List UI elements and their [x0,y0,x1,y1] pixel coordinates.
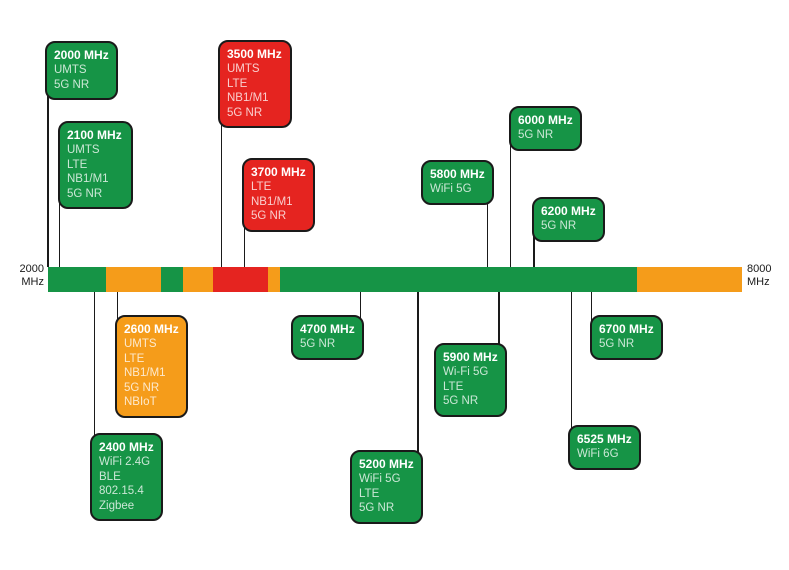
callout-title-4700: 4700 MHz [300,322,355,336]
callout-tech-label: NB1/M1 [124,367,166,379]
leader-line-2000 [47,56,49,267]
callout-5800: 5800 MHz WiFi 5G [421,160,494,205]
callout-title-2100: 2100 MHz [67,128,122,142]
axis-end-value: 8000 [747,263,772,275]
axis-start-label: 2000 MHz [10,263,44,289]
callout-tech-label: WiFi 6G [577,448,619,460]
callout-tech-label: NB1/M1 [251,195,293,208]
axis-start-value: 2000 [19,263,44,275]
callout-6525: 6525 MHz WiFi 6G [568,425,641,470]
callout-title-3700: 3700 MHz [251,165,306,179]
callout-3500: 3500 MHz UMTS LTE NB1/M1 5G NR [218,40,292,128]
callout-tech-label: 5G NR [227,106,263,119]
callout-title-3500: 3500 MHz [227,47,282,61]
callout-title-2600: 2600 MHz [124,322,179,336]
leader-line-5900 [498,292,500,358]
spectrum-segment-orange-7090 [636,267,742,292]
callout-tech-label: UMTS [227,63,260,75]
callout-tech-label: WiFi 2.4G [99,456,151,468]
callout-tech-label: Wi-Fi 5G [443,366,489,378]
callout-tech-label: 5G NR [67,187,103,200]
callout-title-2400: 2400 MHz [99,440,154,454]
callout-6000: 6000 MHz 5G NR [509,106,582,151]
leader-line-6700 [590,292,593,330]
spectrum-segment-red-3425 [212,267,269,292]
callout-tech-label: NBIoT [124,396,157,408]
callout-tech-label: LTE [227,77,248,90]
spectrum-segment-orange-2505 [106,267,161,292]
callout-title-6200: 6200 MHz [541,204,596,218]
leader-line-5200 [417,292,419,465]
callout-tech-label: NB1/M1 [67,173,109,185]
callout-tech-label: Zigbee [99,499,135,512]
leader-line-2400 [93,292,96,448]
callout-tech-label: WiFi 5G [359,473,401,485]
callout-title-5800: 5800 MHz [430,167,485,181]
callout-tech-label: BLE [99,470,121,483]
callout-tech-label: LTE [443,380,464,393]
callout-tech-label: 5G NR [599,338,635,350]
callout-tech-label: UMTS [124,338,157,350]
callout-tech-label: 5G NR [518,129,554,141]
callout-2100: 2100 MHz UMTS LTE NB1/M1 5G NR [58,121,133,209]
leader-line-6525 [570,292,573,440]
axis-start-unit: MHz [21,276,44,288]
callout-tech-label: NB1/M1 [227,92,269,104]
callout-title-6700: 6700 MHz [599,322,654,336]
callout-tech-label: 5G NR [124,381,160,394]
leader-line-3500 [220,55,223,267]
spectrum-bar [48,267,742,292]
callout-6700: 6700 MHz 5G NR [590,315,663,360]
callout-2000: 2000 MHz UMTS 5G NR [45,41,118,100]
leader-line-4700 [359,292,362,330]
callout-title-5900: 5900 MHz [443,350,498,364]
callout-title-5200: 5200 MHz [359,457,414,471]
callout-title-6000: 6000 MHz [518,113,573,127]
spectrum-segment-orange-3165 [182,267,213,292]
callout-tech-label: 5G NR [54,78,90,91]
axis-end-label: 8000 MHz [747,263,787,289]
callout-5900: 5900 MHz Wi-Fi 5G LTE 5G NR [434,343,507,417]
callout-tech-label: 5G NR [359,502,395,514]
spectrum-segment-green-4005 [279,267,637,292]
spectrum-segment-orange-3905 [268,267,280,292]
callout-title-6525: 6525 MHz [577,432,632,446]
callout-tech-label: LTE [67,158,88,171]
callout-4700: 4700 MHz 5G NR [291,315,364,360]
spectrum-segment-green-2000 [48,267,107,292]
callout-5200: 5200 MHz WiFi 5G LTE 5G NR [350,450,423,524]
callout-tech-label: 802.15.4 [99,485,144,497]
callout-tech-label: 5G NR [541,220,577,232]
callout-tech-label: LTE [251,181,272,193]
callout-tech-label: WiFi 5G [430,183,472,195]
callout-2400: 2400 MHz WiFi 2.4G BLE 802.15.4 Zigbee [90,433,163,521]
callout-tech-label: LTE [359,487,380,500]
callout-tech-label: UMTS [54,64,87,76]
callout-3700: 3700 MHz LTE NB1/M1 5G NR [242,158,315,232]
callout-tech-label: LTE [124,352,145,365]
callout-2600: 2600 MHz UMTS LTE NB1/M1 5G NR NBIoT [115,315,188,418]
callout-tech-label: UMTS [67,144,100,156]
leader-line-6200 [533,212,535,267]
leader-line-2600 [116,292,119,330]
callout-tech-label: 5G NR [443,395,479,407]
callout-6200: 6200 MHz 5G NR [532,197,605,242]
callout-tech-label: 5G NR [251,210,287,222]
callout-title-2000: 2000 MHz [54,48,109,62]
leader-line-6000 [509,121,512,267]
axis-end-unit: MHz [747,276,770,288]
spectrum-segment-green-2975 [160,267,183,292]
leader-line-5800 [486,175,489,267]
callout-tech-label: 5G NR [300,338,336,350]
